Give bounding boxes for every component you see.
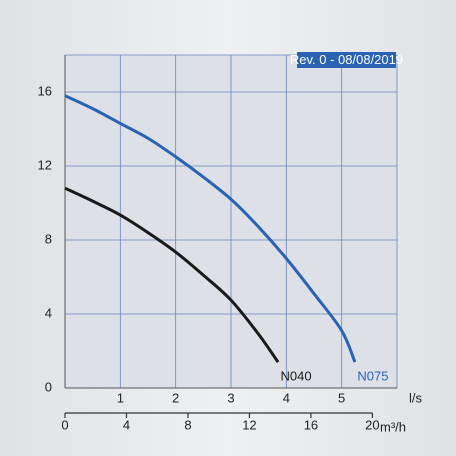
x-tick-label: 1 [117, 390, 124, 405]
series-label: N075 [357, 368, 388, 383]
annotation: Rev. 0 - 08/08/2019 [290, 52, 403, 67]
y-tick-label: 8 [45, 231, 52, 246]
annotation-box [297, 52, 396, 68]
x-tick-label: 5 [338, 390, 345, 405]
curve [64, 94, 357, 363]
x2-tick-label: 0 [61, 417, 68, 432]
x2-tick-label: 12 [242, 417, 256, 432]
x2-tick-label: 4 [123, 417, 130, 432]
curve [64, 186, 280, 363]
y-tick-label: 0 [45, 379, 52, 394]
x-axis-label: l/s [409, 390, 423, 405]
x-tick-label: 4 [283, 390, 290, 405]
x-tick-label: 2 [172, 390, 179, 405]
y-tick-label: 12 [38, 157, 52, 172]
y-tick-label: 4 [45, 305, 52, 320]
x2-axis-label: m³/h [380, 419, 406, 434]
y-tick-label: 16 [38, 83, 52, 98]
x2-tick-label: 20 [365, 417, 379, 432]
x-tick-label: 3 [227, 390, 234, 405]
x2-tick-label: 16 [304, 417, 318, 432]
x2-tick-label: 8 [184, 417, 191, 432]
series-label: N040 [280, 368, 311, 383]
